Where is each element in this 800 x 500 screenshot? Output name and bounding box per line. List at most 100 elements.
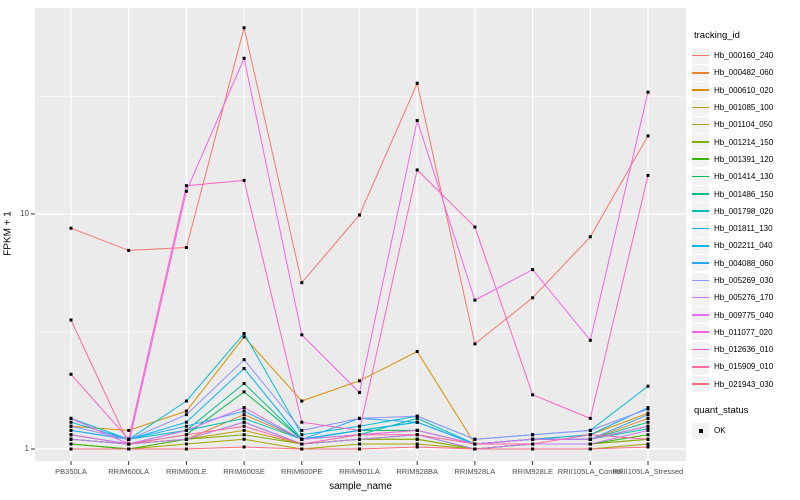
data-point [646, 424, 650, 428]
data-point [69, 424, 73, 428]
legend-item-Hb_001486_150: Hb_001486_150 [692, 185, 800, 203]
legend-item-Hb_001214_150: Hb_001214_150 [692, 133, 800, 151]
data-point [415, 416, 419, 420]
data-point [646, 428, 650, 432]
legend-item-Hb_012636_010: Hb_012636_010 [692, 341, 800, 358]
legend-label: Hb_015909_010 [714, 362, 774, 372]
data-point [242, 437, 246, 441]
data-point [473, 298, 477, 302]
data-point [415, 118, 419, 122]
legend-label: Hb_011077_020 [714, 327, 773, 337]
y-tick-label: 10 [20, 209, 29, 218]
data-point [358, 213, 361, 217]
legend-label: Hb_000160_240 [714, 51, 774, 61]
data-point [184, 184, 188, 188]
legend-item-Hb_000482_060: Hb_000482_060 [692, 64, 800, 81]
data-point [69, 318, 73, 322]
x-tick-label: RRIM901LA [339, 467, 380, 476]
legend-color-items: Hb_000160_240 Hb_000482_060 Hb_000610_020 H… [692, 47, 800, 393]
legend-label: Hb_001085_100 [714, 103, 774, 113]
data-point [69, 372, 73, 376]
data-point [242, 56, 246, 60]
legend-item-Hb_001104_050: Hb_001104_050 [692, 116, 800, 133]
legend-item-Hb_015909_010: Hb_015909_010 [692, 358, 800, 375]
data-point [531, 393, 535, 397]
legend-label: Hb_001391_120 [714, 154, 774, 164]
legend-key-swatch [692, 203, 709, 220]
legend-item-quant-OK: OK [692, 422, 800, 439]
data-point [184, 428, 188, 432]
legend-key-swatch [692, 186, 709, 203]
legend-key-line [692, 227, 709, 230]
data-point [242, 413, 246, 417]
legend-item-Hb_005269_030: Hb_005269_030 [692, 272, 800, 289]
data-point [69, 442, 73, 446]
data-point [242, 420, 246, 424]
legend-key-line [692, 244, 709, 247]
legend-label: Hb_009775_040 [714, 310, 774, 320]
data-point [646, 413, 650, 417]
data-point [588, 447, 592, 451]
data-point [415, 442, 419, 446]
data-point [415, 81, 419, 85]
data-point [646, 407, 650, 411]
data-point [646, 416, 650, 420]
legend-label: Hb_000482_060 [714, 68, 774, 78]
legend-key-line [692, 331, 709, 333]
data-point [473, 447, 477, 451]
legend-key-swatch [692, 116, 709, 133]
legend-label: Hb_000610_020 [714, 85, 774, 95]
x-tick-label: RRIM600PE [280, 467, 323, 476]
x-tick-label: PB350LA [55, 467, 87, 476]
data-point [184, 189, 188, 193]
data-point [415, 420, 419, 424]
legend-item-Hb_004088_060: Hb_004088_060 [692, 255, 800, 272]
x-tick-label: RRIM600LE [165, 467, 207, 476]
data-point [242, 390, 246, 394]
legend-key-swatch [692, 134, 709, 151]
data-point [415, 168, 419, 172]
legend-key-swatch [692, 64, 709, 81]
data-point [646, 384, 650, 388]
y-tick-label: 1 [24, 444, 29, 453]
data-point [69, 226, 73, 230]
data-point [588, 428, 592, 432]
data-point [300, 428, 304, 432]
legend-item-Hb_001085_100: Hb_001085_100 [692, 99, 800, 116]
legend-shape-items: OK [692, 422, 800, 439]
y-axis-title: FPKM + 1 [2, 211, 14, 256]
data-point [358, 428, 361, 432]
data-point [242, 406, 246, 410]
data-point [69, 428, 73, 432]
data-point [184, 399, 188, 403]
data-point [415, 433, 419, 437]
legend-item-Hb_002211_040: Hb_002211_040 [692, 237, 800, 254]
data-point [127, 437, 131, 441]
x-tick-label: RRIM600SE [223, 467, 265, 476]
legend-key-line [692, 365, 709, 368]
data-point [242, 416, 246, 420]
data-point [646, 437, 650, 441]
legend-key-swatch [692, 324, 709, 341]
legend-item-Hb_001811_130: Hb_001811_130 [692, 220, 800, 237]
data-point [300, 437, 304, 441]
legend-item-Hb_011077_020: Hb_011077_020 [692, 324, 800, 341]
data-point [415, 437, 419, 441]
data-point [69, 420, 73, 424]
legend-key-line [692, 262, 709, 264]
data-point [473, 225, 477, 229]
legend-item-Hb_005276_170: Hb_005276_170 [692, 289, 800, 306]
legend-key-line [692, 210, 709, 212]
data-point [588, 338, 592, 342]
legend-label: Hb_005269_030 [714, 276, 774, 285]
x-tick-label: RRIM928LA [454, 467, 496, 476]
data-point [646, 445, 650, 449]
data-point [473, 342, 477, 346]
data-point [184, 424, 188, 428]
legend-item-Hb_009775_040: Hb_009775_040 [692, 306, 800, 324]
data-point [69, 433, 73, 437]
x-tick-label: RRII105LA_Stressed [612, 467, 684, 476]
data-point [531, 433, 535, 437]
legend-label: Hb_005276_170 [714, 293, 774, 303]
